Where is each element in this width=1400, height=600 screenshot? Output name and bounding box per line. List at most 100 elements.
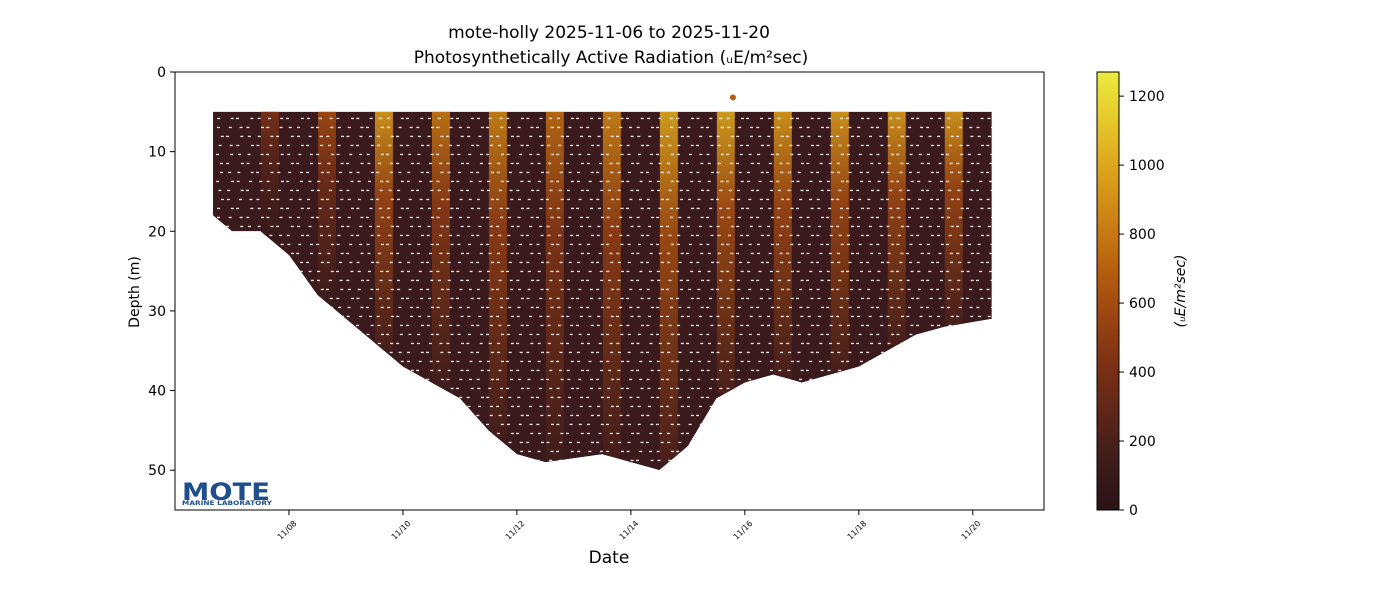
gap-mark (870, 279, 874, 282)
gap-mark (387, 117, 391, 120)
gap-mark (566, 432, 570, 435)
gap-mark (700, 306, 704, 309)
gap-mark (436, 306, 440, 309)
gap-mark (539, 207, 543, 210)
gap-mark (956, 198, 960, 201)
gap-mark (590, 207, 594, 210)
gap-mark (226, 225, 230, 228)
gap-mark (619, 306, 623, 309)
gap-mark (986, 288, 990, 291)
gap-mark (437, 207, 441, 210)
gap-mark (615, 315, 619, 318)
gap-mark (985, 261, 989, 264)
gap-mark (446, 342, 450, 345)
gap-mark (559, 261, 563, 264)
gap-mark (938, 117, 942, 120)
gap-mark (858, 198, 862, 201)
gap-mark (736, 315, 740, 318)
gap-mark (580, 369, 584, 372)
colorbar-tick-label: 800 (1129, 227, 1156, 243)
x-tick-label: 11/14 (618, 519, 641, 542)
gap-mark (558, 324, 562, 327)
gap-mark (486, 306, 490, 309)
gap-mark (518, 243, 522, 246)
gap-mark (556, 153, 560, 156)
gap-mark (836, 315, 840, 318)
gap-mark (928, 315, 932, 318)
gap-mark (696, 234, 700, 237)
gap-mark (860, 180, 864, 183)
gap-mark (737, 198, 741, 201)
gap-mark (716, 171, 720, 174)
gap-mark (950, 225, 954, 228)
gap-mark (730, 225, 734, 228)
gap-mark (736, 189, 740, 192)
gap-mark (610, 288, 614, 291)
gap-mark (428, 342, 432, 345)
gap-mark (700, 342, 704, 345)
gap-mark (738, 351, 742, 354)
gap-mark (700, 279, 704, 282)
gap-mark (359, 225, 363, 228)
gap-mark (920, 189, 924, 192)
gap-mark (956, 288, 960, 291)
gap-mark (815, 351, 819, 354)
gap-mark (247, 153, 251, 156)
gap-mark (910, 144, 914, 147)
gap-mark (486, 216, 490, 219)
gap-mark (859, 351, 863, 354)
gap-mark (548, 207, 552, 210)
gap-mark (658, 207, 662, 210)
gap-mark (895, 180, 899, 183)
gap-mark (748, 198, 752, 201)
gap-mark (600, 279, 604, 282)
gap-mark (976, 216, 980, 219)
gap-mark (530, 342, 534, 345)
gap-mark (486, 126, 490, 129)
gap-mark (437, 279, 441, 282)
gap-mark (639, 378, 643, 381)
gap-mark (880, 144, 884, 147)
gap-mark (508, 396, 512, 399)
gap-mark (757, 252, 761, 255)
gap-mark (606, 216, 610, 219)
gap-mark (418, 315, 422, 318)
gap-mark (539, 405, 543, 408)
gap-mark (746, 261, 750, 264)
gap-mark (739, 243, 743, 246)
gap-mark (680, 198, 684, 201)
gap-mark (667, 441, 671, 444)
gap-mark (660, 405, 664, 408)
gap-mark (590, 441, 594, 444)
gap-mark (478, 135, 482, 138)
gap-mark (640, 171, 644, 174)
gap-mark (420, 297, 424, 300)
gap-mark (667, 261, 671, 264)
gap-mark (738, 171, 742, 174)
gap-mark (297, 225, 301, 228)
gap-mark (578, 423, 582, 426)
gap-mark (530, 162, 534, 165)
gap-mark (259, 162, 263, 165)
gap-mark (816, 324, 820, 327)
gap-mark (357, 288, 361, 291)
gap-mark (667, 252, 671, 255)
gap-mark (658, 342, 662, 345)
gap-mark (670, 333, 674, 336)
gap-mark (790, 333, 794, 336)
gap-mark (916, 297, 920, 300)
gap-mark (856, 342, 860, 345)
gap-mark (648, 135, 652, 138)
gap-mark (389, 171, 393, 174)
gap-mark (299, 270, 303, 273)
gap-mark (336, 297, 340, 300)
gap-mark (716, 261, 720, 264)
gap-mark (589, 387, 593, 390)
gap-mark (969, 216, 973, 219)
gap-mark (269, 144, 273, 147)
gap-mark (650, 216, 654, 219)
gap-mark (457, 243, 461, 246)
gap-mark (670, 180, 674, 183)
gap-mark (468, 333, 472, 336)
gap-mark (388, 279, 392, 282)
